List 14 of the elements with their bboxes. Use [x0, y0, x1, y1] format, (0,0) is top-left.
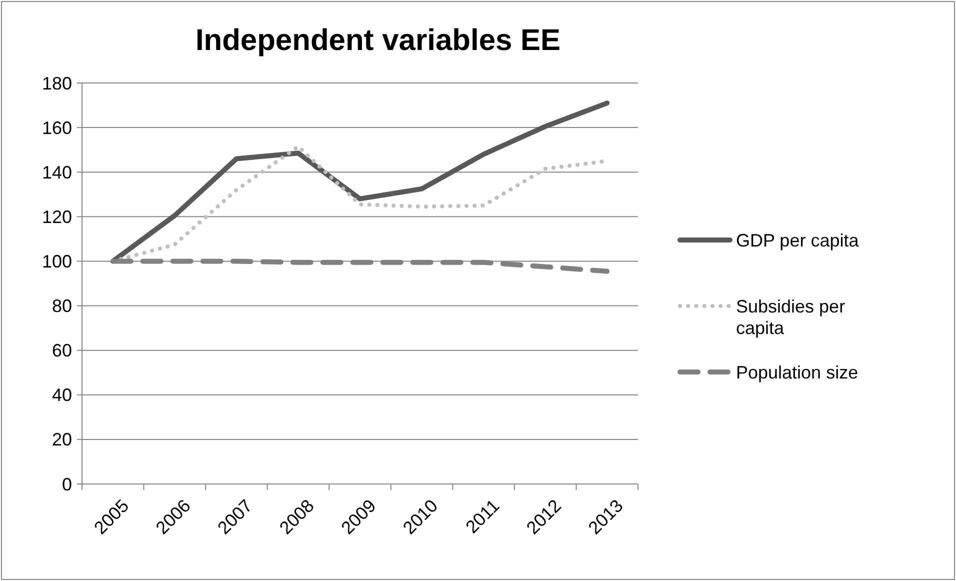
y-tick-label: 180: [42, 73, 72, 94]
y-tick-label: 20: [52, 430, 72, 450]
legend-label: Population size: [736, 362, 858, 382]
y-tick-label: 160: [42, 118, 72, 138]
legend-label: Subsidies per capita: [736, 296, 846, 338]
y-tick-label: 40: [52, 385, 72, 406]
chart-title: Independent variables EE: [195, 24, 561, 57]
y-tick-label: 120: [42, 206, 72, 227]
legend-label: GDP per capita: [736, 230, 860, 250]
y-tick-label: 100: [42, 252, 72, 272]
y-tick-label: 0: [62, 474, 72, 494]
y-tick-label: 80: [52, 296, 72, 316]
y-tick-label: 140: [42, 162, 72, 182]
y-tick-label: 60: [52, 340, 72, 361]
